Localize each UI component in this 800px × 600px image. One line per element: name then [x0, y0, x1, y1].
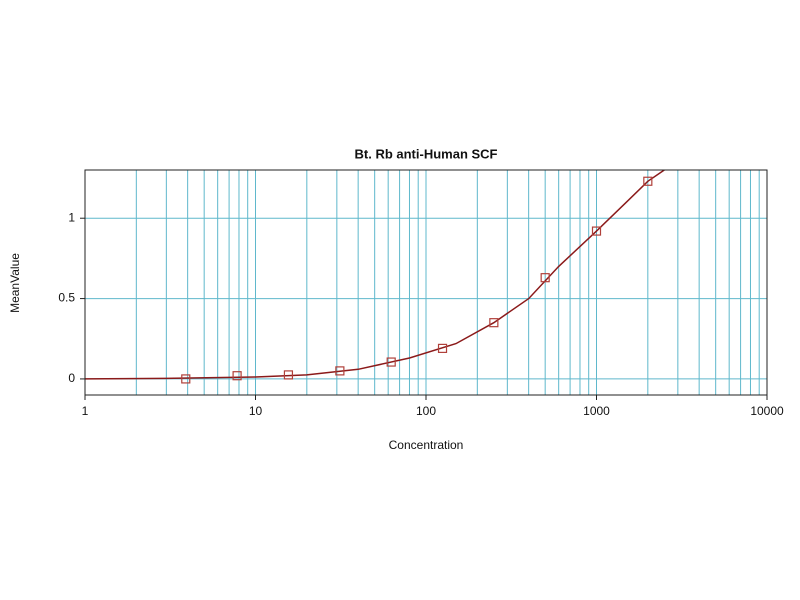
data-point — [489, 318, 499, 328]
x-tick-label: 1 — [82, 404, 89, 418]
y-tick-label: 0.5 — [58, 291, 75, 305]
data-point — [540, 273, 550, 283]
marks — [85, 170, 665, 384]
fit-curve — [85, 170, 665, 380]
data-point — [591, 226, 602, 236]
data-point — [232, 371, 242, 381]
y-tick-label: 1 — [68, 210, 75, 224]
data-point — [386, 357, 396, 367]
data-point — [181, 374, 191, 384]
data-point — [437, 343, 448, 353]
x-tick-label: 10000 — [750, 404, 784, 418]
grid — [84, 170, 768, 395]
x-axis-label: Concentration — [389, 438, 464, 452]
y-tick-label: 0 — [68, 371, 75, 385]
x-tick-label: 100 — [416, 404, 436, 418]
x-tick-label: 1000 — [583, 404, 610, 418]
data-point — [643, 176, 653, 186]
data-point — [335, 366, 345, 376]
data-point — [283, 370, 294, 380]
chart-title: Bt. Rb anti-Human SCF — [355, 146, 498, 161]
x-tick-label: 10 — [249, 404, 263, 418]
y-axis-label: MeanValue — [8, 253, 22, 313]
